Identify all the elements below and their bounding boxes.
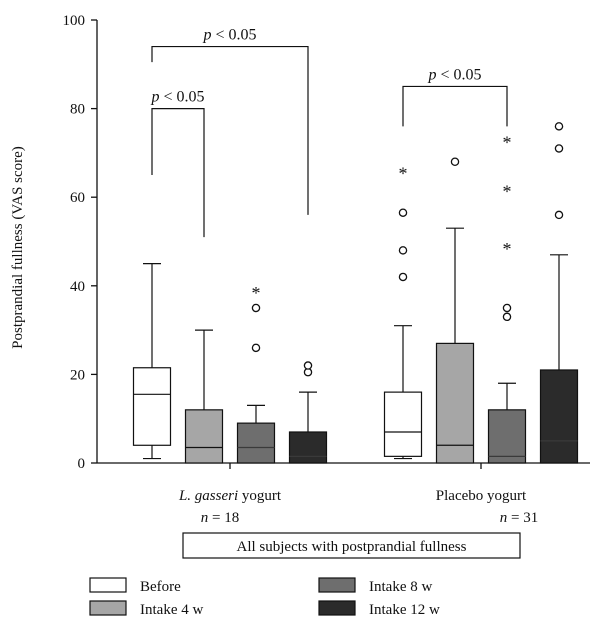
y-tick-label: 40 <box>70 279 85 295</box>
y-tick-label: 80 <box>70 102 85 118</box>
bracket-line <box>151 45 309 215</box>
legend-item: Intake 4 w <box>89 600 203 618</box>
group-n: n = 18 <box>201 510 239 526</box>
outlier-point <box>398 246 408 255</box>
caption-text: All subjects with postprandial fullness <box>237 539 467 555</box>
legend-item: Intake 8 w <box>318 577 432 595</box>
box-rect <box>383 391 423 457</box>
box-rect <box>132 367 172 446</box>
legend-swatch <box>89 577 127 593</box>
box-0-2: * <box>236 283 276 464</box>
legend-item: Before <box>89 577 181 595</box>
legend-swatch <box>318 577 356 593</box>
outlier-point <box>554 122 564 131</box>
box-0-3 <box>288 361 328 464</box>
box-1-2: * * * <box>487 133 527 464</box>
group-n: n = 31 <box>500 510 538 526</box>
bracket-line <box>402 85 508 127</box>
y-tick-label: 60 <box>70 190 85 206</box>
legend-swatch <box>89 600 127 616</box>
box-1-3 <box>539 122 579 464</box>
legend-item: Intake 12 w <box>318 600 440 618</box>
legend-label: Intake 8 w <box>369 579 432 595</box>
legend: Before Intake 4 w Intake 8 w Intake 12 w <box>89 577 440 618</box>
significance-label: p < 0.05 <box>150 89 204 106</box>
y-tick-label: 100 <box>63 13 86 29</box>
outlier-point <box>450 157 460 167</box>
extreme-point: * <box>252 283 261 303</box>
caption-box <box>182 532 521 559</box>
group-labels: L. gasseri yogurt n = 18 Placebo yogurt n =… <box>178 488 538 559</box>
box-rect <box>288 431 328 464</box>
significance-bracket: p < 0.05 <box>402 66 508 127</box>
significance-label: p < 0.05 <box>427 66 481 83</box>
box-1-1 <box>435 157 475 464</box>
group-name: Placebo yogurt <box>436 488 527 504</box>
outlier-point <box>398 272 408 282</box>
significance-bracket: p < 0.05 <box>150 89 205 238</box>
axes: 0 20 40 60 80 100 Postprandial fullness (VAS s… <box>10 13 590 472</box>
box-rect <box>539 369 579 464</box>
extreme-point: * <box>399 164 408 184</box>
extreme-point: * <box>503 239 512 259</box>
outlier-point <box>554 210 564 220</box>
box-layer: * * * * * <box>132 122 579 464</box>
box-rect <box>184 409 224 464</box>
outlier-point <box>554 144 564 153</box>
group-name: L. gasseri yogurt <box>178 488 282 504</box>
box-rect <box>435 342 475 464</box>
extreme-point: * <box>503 133 512 153</box>
bracket-line <box>151 107 205 238</box>
extreme-point: * <box>503 181 512 201</box>
legend-label: Before <box>140 579 181 595</box>
outlier-point <box>502 312 512 322</box>
box-rect <box>487 409 527 464</box>
significance-bracket: p < 0.05 <box>151 27 309 215</box>
significance-layer: p < 0.05 p < 0.05 p < 0.05 <box>150 27 508 238</box>
y-tick-label: 20 <box>70 367 85 383</box>
outlier-point <box>398 208 408 217</box>
outlier-point <box>251 303 261 313</box>
y-axis-label: Postprandial fullness (VAS score) <box>10 146 26 349</box>
y-tick-label: 0 <box>78 456 86 472</box>
box-0-0 <box>132 263 172 460</box>
box-1-0: * <box>383 164 423 460</box>
box-rect <box>236 422 276 464</box>
legend-swatch <box>318 600 356 616</box>
outlier-point <box>303 361 313 370</box>
outlier-point <box>251 343 261 353</box>
legend-label: Intake 4 w <box>140 602 203 618</box>
significance-label: p < 0.05 <box>202 27 256 44</box>
outlier-point <box>502 303 512 313</box>
legend-label: Intake 12 w <box>369 602 440 618</box>
box-0-1 <box>184 329 224 464</box>
